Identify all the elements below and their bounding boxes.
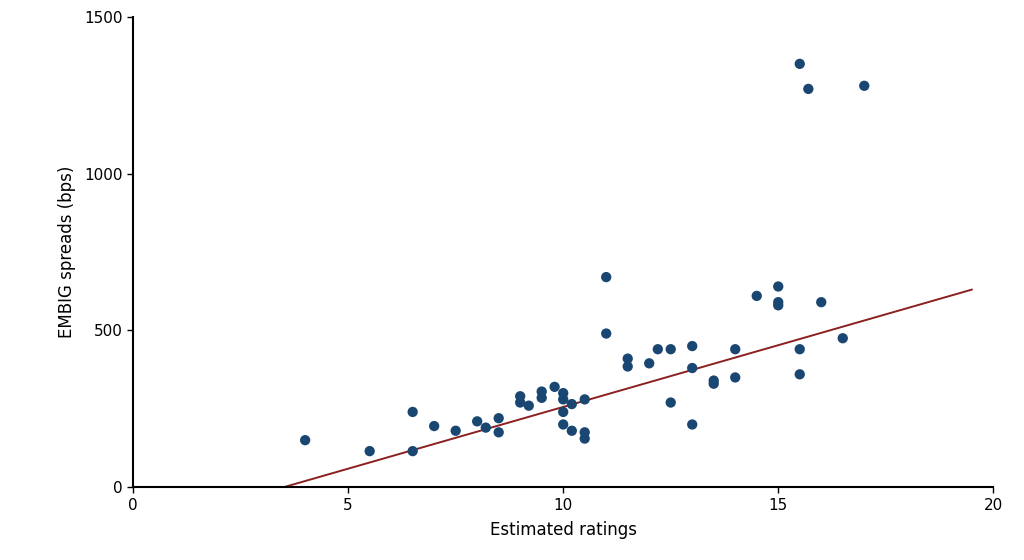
Point — [361, 447, 378, 456]
Point — [620, 362, 636, 371]
Point — [770, 298, 786, 307]
Y-axis label: EMBIG spreads (bps): EMBIG spreads (bps) — [58, 166, 76, 338]
Point — [598, 329, 614, 338]
Point — [477, 423, 494, 432]
Point — [404, 408, 421, 417]
X-axis label: Estimated ratings: Estimated ratings — [489, 521, 637, 539]
Point — [684, 420, 700, 429]
Point — [577, 428, 593, 437]
Point — [641, 359, 657, 368]
Point — [404, 447, 421, 456]
Point — [684, 363, 700, 372]
Point — [512, 398, 528, 407]
Point — [792, 59, 808, 68]
Point — [727, 345, 743, 354]
Point — [770, 301, 786, 310]
Point — [706, 376, 722, 385]
Point — [577, 434, 593, 443]
Point — [490, 428, 507, 437]
Point — [792, 370, 808, 379]
Point — [534, 393, 550, 402]
Point — [469, 417, 485, 426]
Point — [512, 392, 528, 401]
Point — [297, 436, 313, 445]
Point — [620, 354, 636, 363]
Point — [555, 395, 571, 404]
Point — [555, 389, 571, 398]
Point — [856, 81, 872, 90]
Point — [706, 379, 722, 388]
Point — [520, 401, 537, 410]
Point — [649, 345, 666, 354]
Point — [598, 273, 614, 282]
Point — [727, 373, 743, 382]
Point — [792, 345, 808, 354]
Point — [813, 298, 829, 307]
Point — [749, 291, 765, 300]
Point — [663, 398, 679, 407]
Point — [447, 426, 464, 435]
Point — [835, 334, 851, 343]
Point — [426, 422, 442, 431]
Point — [770, 282, 786, 291]
Point — [547, 382, 563, 391]
Point — [800, 85, 816, 94]
Point — [563, 400, 580, 409]
Point — [663, 345, 679, 354]
Point — [684, 342, 700, 351]
Point — [555, 408, 571, 417]
Point — [577, 395, 593, 404]
Point — [555, 420, 571, 429]
Point — [490, 414, 507, 423]
Point — [563, 426, 580, 435]
Point — [534, 387, 550, 396]
